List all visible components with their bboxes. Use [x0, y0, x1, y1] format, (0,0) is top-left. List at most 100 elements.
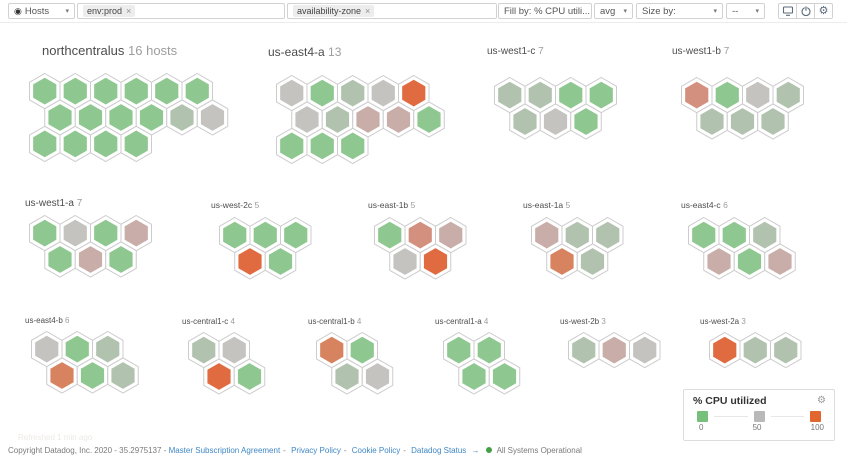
- host-hexagon[interactable]: [550, 248, 574, 275]
- host-hexagon[interactable]: [408, 221, 432, 249]
- host-hexagon[interactable]: [284, 221, 308, 249]
- host-hexagon[interactable]: [341, 79, 365, 107]
- footer-link[interactable]: Privacy Policy: [291, 446, 341, 455]
- host-hexagon[interactable]: [96, 335, 120, 363]
- host-hexagon[interactable]: [447, 336, 471, 364]
- host-hexagon[interactable]: [111, 362, 135, 389]
- group-by-tag[interactable]: availability-zone ×: [293, 5, 375, 17]
- host-hexagon[interactable]: [722, 221, 746, 249]
- group-name[interactable]: us-west1-a: [25, 198, 74, 209]
- close-icon[interactable]: ×: [365, 5, 371, 16]
- host-hexagon[interactable]: [310, 79, 334, 107]
- group-name[interactable]: us-west-2a: [700, 317, 740, 326]
- host-hexagon[interactable]: [776, 81, 800, 109]
- filter-tag[interactable]: env:prod ×: [83, 5, 136, 17]
- host-hexagon[interactable]: [350, 336, 374, 364]
- host-hexagon[interactable]: [124, 77, 148, 105]
- host-hexagon[interactable]: [774, 336, 798, 364]
- host-hexagon[interactable]: [737, 248, 762, 275]
- footer-link[interactable]: Master Subscription Agreement: [168, 446, 281, 455]
- host-hexagon[interactable]: [746, 81, 770, 109]
- host-hexagon[interactable]: [222, 336, 246, 364]
- host-hexagon[interactable]: [559, 81, 583, 109]
- host-hexagon[interactable]: [341, 132, 365, 160]
- hex-cluster[interactable]: [28, 214, 153, 279]
- host-hexagon[interactable]: [477, 336, 501, 364]
- filter-input[interactable]: env:prod ×: [77, 3, 285, 19]
- group-name[interactable]: us-central1-a: [435, 317, 482, 326]
- group-name[interactable]: us-west1-b: [672, 46, 721, 57]
- host-hexagon[interactable]: [35, 335, 59, 363]
- host-hexagon[interactable]: [692, 221, 716, 249]
- hex-cluster[interactable]: [680, 76, 805, 141]
- host-hexagon[interactable]: [371, 79, 395, 107]
- host-hexagon[interactable]: [761, 108, 785, 135]
- host-hexagon[interactable]: [192, 336, 216, 364]
- host-hexagon[interactable]: [200, 104, 225, 131]
- hex-cluster[interactable]: [30, 330, 140, 395]
- host-hexagon[interactable]: [237, 363, 262, 390]
- host-hexagon[interactable]: [423, 248, 448, 275]
- host-hexagon[interactable]: [325, 106, 350, 133]
- host-hexagon[interactable]: [268, 248, 293, 275]
- host-hexagon[interactable]: [596, 221, 620, 249]
- host-hexagon[interactable]: [94, 130, 118, 158]
- fill-by-select[interactable]: Fill by: % CPU utili... ▾: [498, 3, 598, 19]
- host-hexagon[interactable]: [78, 104, 103, 131]
- host-hexagon[interactable]: [543, 108, 568, 135]
- group-name[interactable]: us-west-2b: [560, 317, 600, 326]
- host-hexagon[interactable]: [365, 363, 390, 390]
- host-hexagon[interactable]: [253, 221, 277, 249]
- host-hexagon[interactable]: [730, 108, 755, 135]
- group-name[interactable]: us-east4-c: [681, 200, 721, 210]
- host-hexagon[interactable]: [63, 77, 87, 105]
- host-hexagon[interactable]: [124, 219, 148, 247]
- footer-link[interactable]: Cookie Policy: [351, 446, 401, 455]
- host-hexagon[interactable]: [768, 248, 792, 275]
- hex-cluster[interactable]: [28, 72, 230, 163]
- host-hexagon[interactable]: [439, 221, 463, 249]
- host-hexagon[interactable]: [207, 363, 231, 390]
- footer-link[interactable]: Datadog Status: [411, 446, 467, 455]
- host-hexagon[interactable]: [320, 336, 344, 364]
- size-by-select[interactable]: Size by: ▾: [636, 3, 723, 19]
- group-name[interactable]: us-west-2c: [211, 200, 253, 210]
- host-hexagon[interactable]: [139, 104, 164, 131]
- host-hexagon[interactable]: [109, 104, 133, 131]
- host-hexagon[interactable]: [753, 221, 777, 249]
- host-hexagon[interactable]: [713, 336, 737, 364]
- host-hexagon[interactable]: [335, 363, 359, 390]
- host-hexagon[interactable]: [170, 104, 194, 131]
- host-hexagon[interactable]: [572, 336, 596, 364]
- hex-cluster[interactable]: [708, 331, 803, 370]
- hex-cluster[interactable]: [218, 216, 313, 281]
- aggregation-select[interactable]: avg ▾: [594, 3, 633, 19]
- gear-icon[interactable]: ⚙: [814, 3, 833, 19]
- hex-cluster[interactable]: [687, 216, 797, 281]
- hex-cluster[interactable]: [442, 331, 522, 396]
- host-hexagon[interactable]: [238, 248, 262, 275]
- group-name[interactable]: us-east4-b: [25, 316, 63, 325]
- host-hexagon[interactable]: [356, 106, 380, 133]
- host-hexagon[interactable]: [33, 130, 57, 158]
- host-hexagon[interactable]: [589, 81, 613, 109]
- hex-cluster[interactable]: [373, 216, 468, 281]
- host-hexagon[interactable]: [492, 363, 517, 390]
- host-hexagon[interactable]: [528, 81, 552, 109]
- host-hexagon[interactable]: [295, 106, 319, 133]
- host-hexagon[interactable]: [124, 130, 148, 158]
- host-hexagon[interactable]: [402, 79, 426, 107]
- hex-cluster[interactable]: [567, 331, 662, 370]
- group-by-input[interactable]: availability-zone ×: [287, 3, 497, 19]
- hex-cluster[interactable]: [530, 216, 625, 281]
- host-hexagon[interactable]: [498, 81, 522, 109]
- host-hexagon[interactable]: [386, 106, 411, 133]
- host-hexagon[interactable]: [33, 219, 57, 247]
- group-name[interactable]: us-central1-b: [308, 317, 355, 326]
- group-name[interactable]: us-east-1a: [523, 200, 564, 210]
- close-icon[interactable]: ×: [126, 5, 132, 16]
- size-value-select[interactable]: -- ▾: [726, 3, 765, 19]
- host-hexagon[interactable]: [378, 221, 402, 249]
- host-hexagon[interactable]: [50, 362, 74, 389]
- host-hexagon[interactable]: [109, 246, 133, 273]
